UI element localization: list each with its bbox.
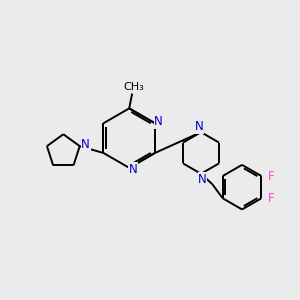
Text: F: F <box>268 169 274 182</box>
Text: N: N <box>198 172 207 186</box>
Text: N: N <box>81 138 90 151</box>
Text: CH₃: CH₃ <box>123 82 144 92</box>
Text: N: N <box>154 115 163 128</box>
Text: N: N <box>195 120 204 133</box>
Text: N: N <box>128 163 137 176</box>
Text: F: F <box>268 192 274 205</box>
